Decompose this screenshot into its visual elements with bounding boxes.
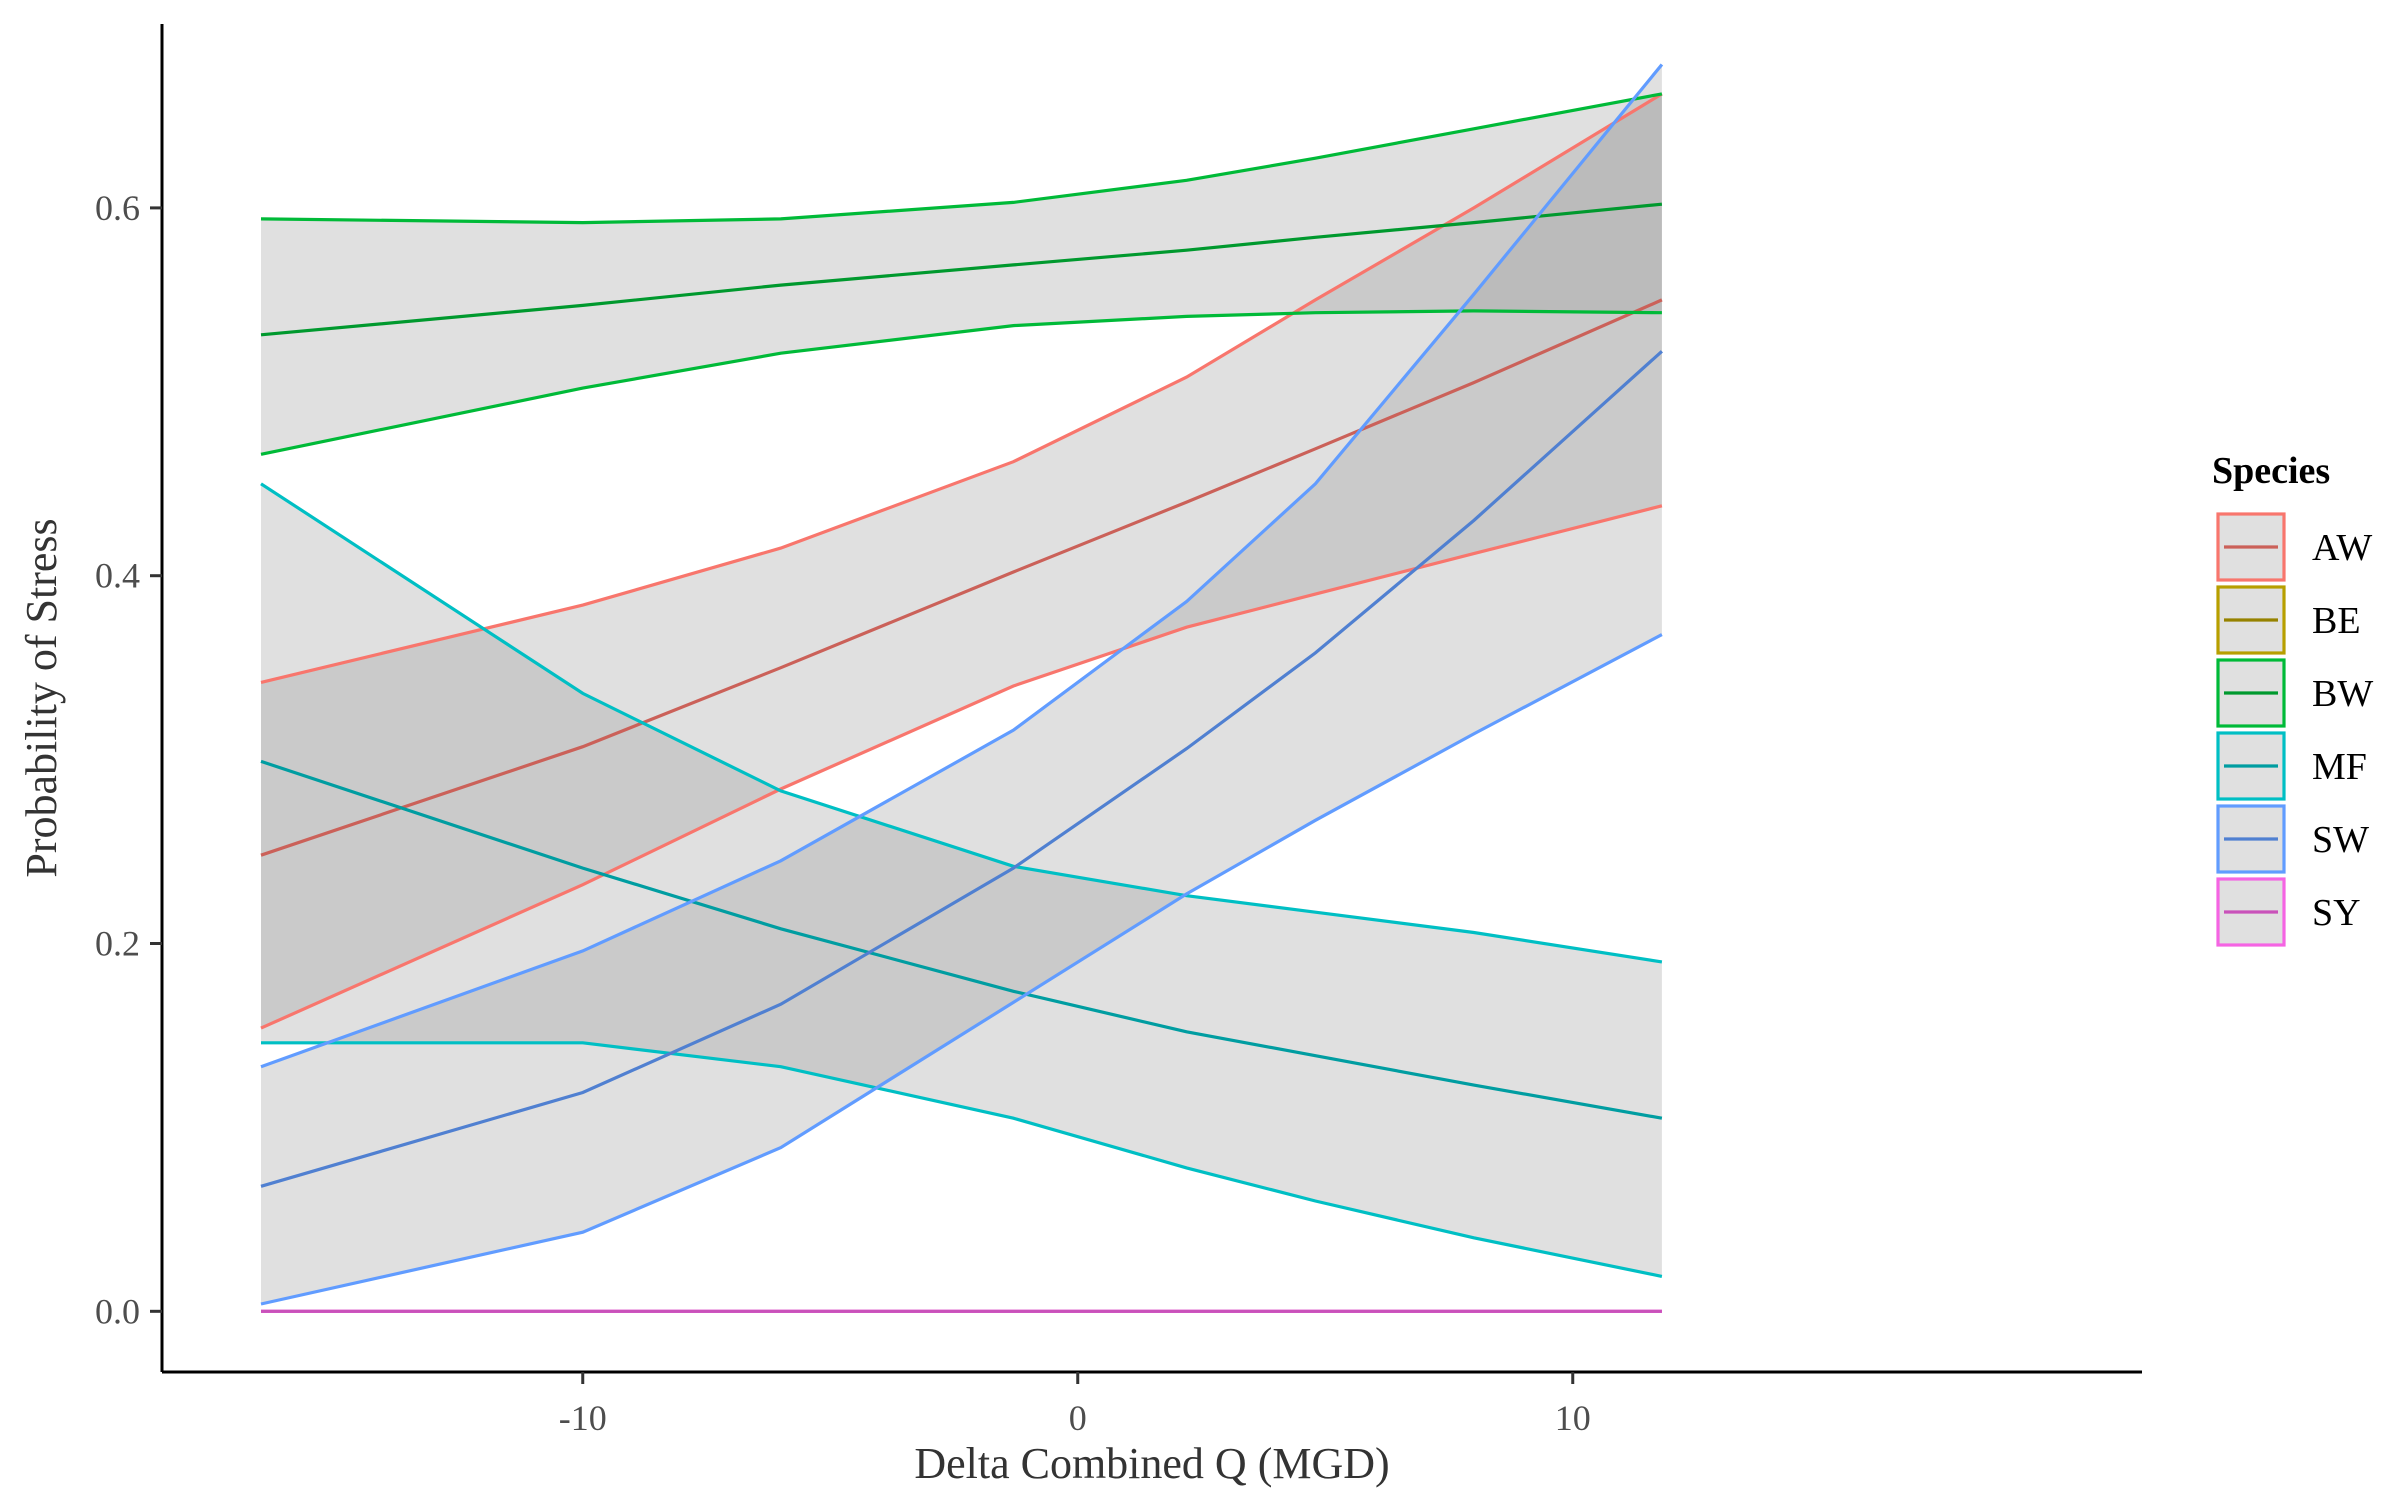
y-tick-label: 0.6 [95,188,140,228]
legend-label-mf: MF [2312,746,2367,788]
y-tick-label: 0.4 [95,556,140,596]
legend-label-be: BE [2312,600,2361,642]
y-tick-label: 0.2 [95,924,140,964]
fit-line-mf [260,759,1663,1120]
legend-title: Species [2212,450,2330,492]
legend-label-bw: BW [2312,673,2373,715]
upper-line-mf [260,482,1663,964]
x-tick-label: 10 [1555,1398,1591,1438]
upper-line-aw [260,92,1663,684]
x-axis-title: Delta Combined Q (MGD) [914,1439,1389,1488]
upper-line-sw [260,63,1664,1069]
band-mf [261,483,1662,1277]
confidence-bands [261,64,1662,1304]
lower-line-bw [260,309,1662,456]
band-bw [261,93,1662,455]
lower-line-sw [260,633,1663,1306]
fit-line-aw [260,298,1663,857]
y-axis-title: Probability of Stress [17,518,66,877]
lower-line-mf [261,1041,1663,1278]
legend: Species AW BE BW MF SW SY [2212,450,2373,947]
axes [160,24,2142,1374]
band-sw [261,64,1662,1304]
band-aw [261,93,1662,1029]
upper-line-bw [260,92,1663,225]
axis-ticks: -10 0 10 0.0 0.2 0.4 0.6 [95,188,1591,1438]
y-tick-label: 0.0 [95,1291,140,1331]
legend-label-sy: SY [2312,892,2361,934]
x-tick-label: 0 [1069,1398,1087,1438]
legend-label-sw: SW [2312,819,2369,861]
fit-line-sw [260,350,1663,1188]
series-lines [260,63,1664,1313]
lower-line-aw [260,504,1663,1030]
legend-label-aw: AW [2312,527,2372,569]
x-tick-label: -10 [559,1398,607,1438]
fit-line-bw [260,202,1663,337]
